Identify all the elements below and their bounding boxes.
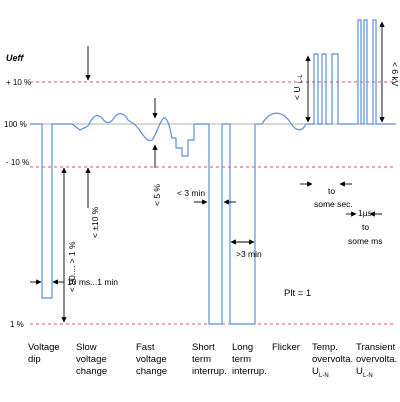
svg-text:Long: Long <box>232 342 253 353</box>
category-long-interrupt: Long term interrup. <box>232 342 267 377</box>
tick-1: 1 % <box>10 320 24 329</box>
category-labels: Voltage dip Slow voltage change Fast vol… <box>28 342 397 379</box>
temp-time-label-2: some sec. <box>314 199 353 209</box>
svg-text:Fast: Fast <box>136 342 155 353</box>
svg-text:voltage: voltage <box>76 354 107 365</box>
svg-text:< U: < U <box>292 87 302 100</box>
slow-change-label: < ±10 % <box>90 206 100 238</box>
svg-text:Flicker: Flicker <box>272 342 300 353</box>
long-interrupt-time-label: >3 min <box>236 249 262 259</box>
svg-text:interrup.: interrup. <box>192 366 227 377</box>
tick-minus-10: - 10 % <box>6 158 29 167</box>
category-temp-overvoltage: Temp. overvolta. U L-N <box>312 342 353 379</box>
svg-text:interrup.: interrup. <box>232 366 267 377</box>
svg-text:L-N: L-N <box>363 373 373 379</box>
u-ll-label: < U L-L <box>292 74 304 100</box>
tick-100: 100 % <box>4 120 27 129</box>
category-short-interrupt: Short term interrup. <box>192 342 227 377</box>
svg-text:Transient: Transient <box>356 342 396 353</box>
svg-text:change: change <box>76 366 107 377</box>
plt-label: Plt = 1 <box>284 288 311 299</box>
category-fast-change: Fast voltage change <box>136 342 167 377</box>
temp-time-label-1: to <box>328 186 335 196</box>
transient-amplitude-label: < 6 kV <box>390 62 400 87</box>
short-interrupt-time-label: < 3 min <box>177 188 205 198</box>
category-voltage-dip: Voltage dip <box>28 342 60 365</box>
dip-time-label: 10 ms...1 min <box>67 277 118 287</box>
svg-text:U: U <box>356 366 363 377</box>
fast-change-label: < 5 % <box>152 184 162 206</box>
svg-text:L-L: L-L <box>298 74 304 83</box>
svg-text:dip: dip <box>28 354 41 365</box>
svg-text:term: term <box>232 354 251 365</box>
svg-text:U: U <box>312 366 319 377</box>
category-transient: Transient overvolta. U L-N <box>356 342 397 379</box>
transient-time-label-2: to <box>362 222 369 232</box>
svg-text:Slow: Slow <box>76 342 97 353</box>
svg-text:Short: Short <box>192 342 215 353</box>
annotation-arrows <box>30 21 385 323</box>
svg-text:Voltage: Voltage <box>28 342 60 353</box>
transient-time-label-1: 1µs <box>358 208 372 218</box>
svg-text:L-N: L-N <box>319 373 329 379</box>
category-flicker: Flicker <box>272 342 300 353</box>
svg-text:change: change <box>136 366 167 377</box>
transient-time-label-3: some ms <box>348 236 382 246</box>
signal-waveform <box>30 19 396 325</box>
tick-plus-10: + 10 % <box>6 78 31 87</box>
svg-text:voltage: voltage <box>136 354 167 365</box>
y-axis-label: Ueff <box>6 53 24 63</box>
dip-range-label: < 90.... > 1 % <box>67 241 77 292</box>
svg-text:Temp.: Temp. <box>312 342 338 353</box>
svg-text:overvolta.: overvolta. <box>312 354 353 365</box>
svg-text:term: term <box>192 354 211 365</box>
category-slow-change: Slow voltage change <box>76 342 107 377</box>
svg-text:overvolta.: overvolta. <box>356 354 397 365</box>
